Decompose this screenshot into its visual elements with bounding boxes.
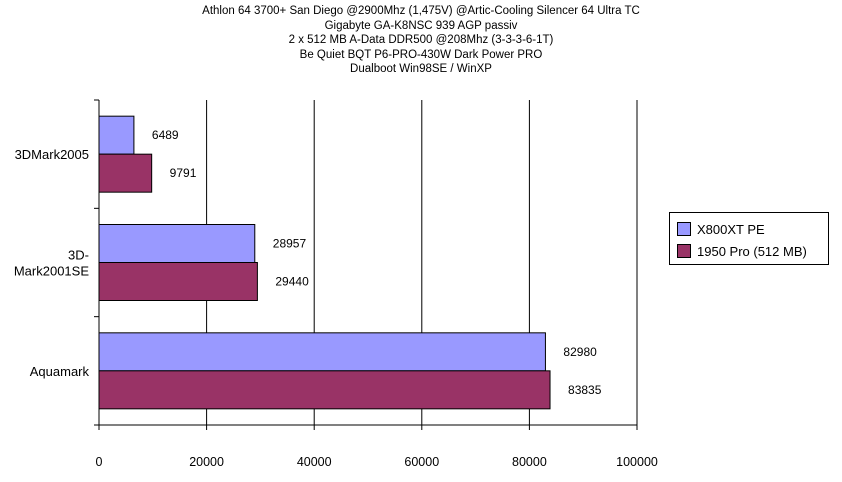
data-label: 6489 xyxy=(152,128,179,142)
bar xyxy=(98,115,135,155)
legend-label: X800XT PE xyxy=(697,221,765,237)
title-line: Dualboot Win98SE / WinXP xyxy=(350,63,492,76)
data-label: 82980 xyxy=(563,345,597,359)
legend-item: X800XT PE xyxy=(677,220,765,238)
data-label: 83835 xyxy=(568,383,602,397)
bar xyxy=(98,370,551,410)
category-label: 3DMark2005 xyxy=(15,147,89,162)
title-line: Athlon 64 3700+ San Diego @2900Mhz (1,47… xyxy=(202,5,640,17)
title-line: Be Quiet BQT P6-PRO-430W Dark Power PRO xyxy=(299,48,543,61)
bar xyxy=(98,153,153,193)
chart-title: Athlon 64 3700+ San Diego @2900Mhz (1,47… xyxy=(0,4,842,77)
legend-swatch-1950pro xyxy=(677,244,691,258)
category-label: Aquamark xyxy=(30,364,90,379)
bar xyxy=(98,332,546,372)
x-tick-label: 40000 xyxy=(297,455,332,469)
x-tick-label: 20000 xyxy=(189,455,224,469)
x-tick-label: 80000 xyxy=(512,455,547,469)
data-label: 29440 xyxy=(275,275,309,289)
category-label: 3D- xyxy=(68,248,89,263)
legend: X800XT PE 1950 Pro (512 MB) xyxy=(669,212,829,265)
bar xyxy=(98,262,258,301)
bar xyxy=(98,224,256,263)
legend-label: 1950 Pro (512 MB) xyxy=(697,243,807,259)
data-label: 28957 xyxy=(273,237,307,251)
title-line: Gigabyte GA-K8NSC 939 AGP passiv xyxy=(324,19,518,32)
x-tick-label: 0 xyxy=(96,455,103,469)
legend-item: 1950 Pro (512 MB) xyxy=(677,242,807,260)
x-tick-label: 60000 xyxy=(404,455,439,469)
data-label: 9791 xyxy=(170,166,197,180)
title-line: 2 x 512 MB A-Data DDR500 @208Mhz (3-3-3-… xyxy=(288,34,554,47)
legend-swatch-x800xt xyxy=(677,222,691,236)
x-tick-label: 100000 xyxy=(616,455,658,469)
category-label: Mark2001SE xyxy=(14,264,89,279)
